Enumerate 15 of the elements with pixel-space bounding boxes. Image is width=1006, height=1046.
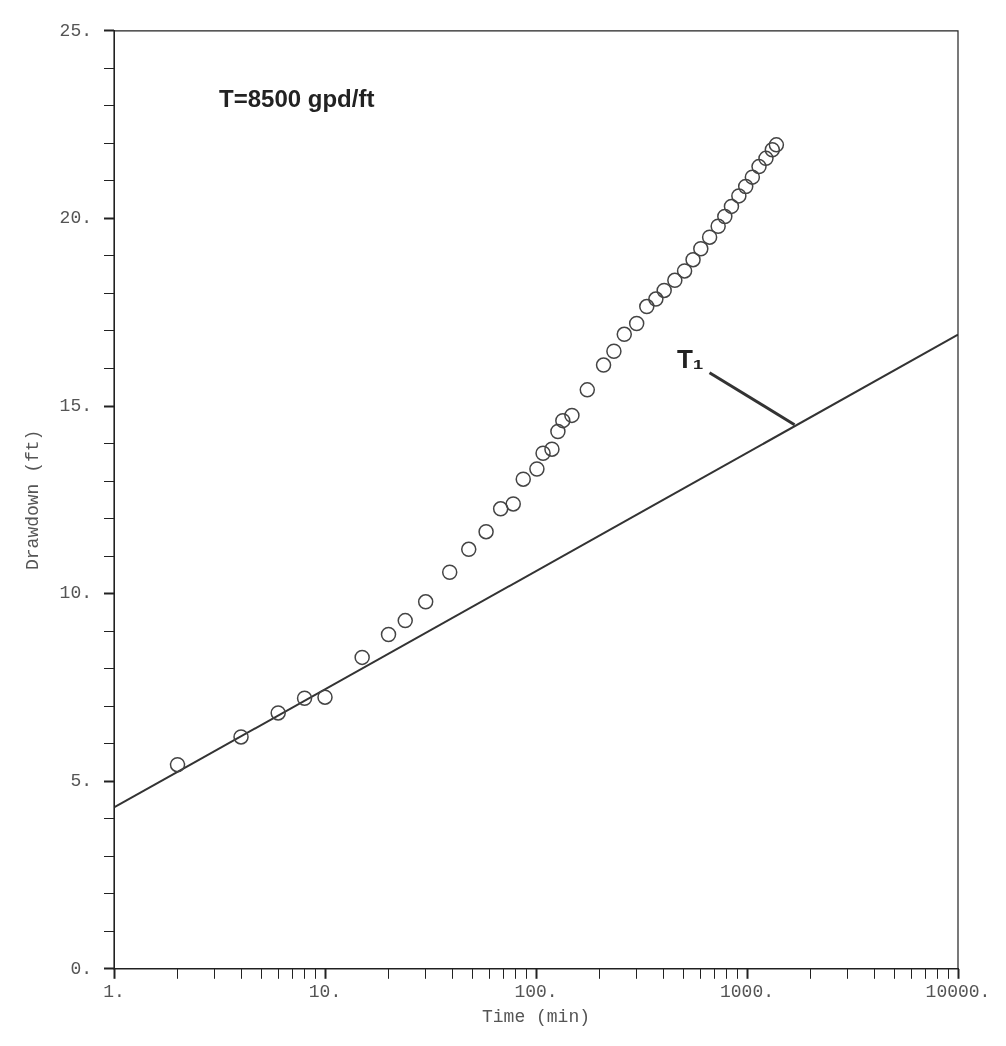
y-tick-label: 10. — [59, 583, 93, 604]
x-tick-label: 1000. — [719, 982, 775, 1003]
y-tick-label: 0. — [70, 958, 93, 979]
x-tick-label: 1. — [103, 982, 125, 1003]
y-axis-title: Drawdown (ft) — [22, 429, 43, 571]
y-tick-label: 15. — [59, 395, 93, 416]
x-tick-label: 10000. — [925, 982, 991, 1003]
y-tick-label: 5. — [70, 770, 93, 791]
x-tick-label: 100. — [514, 982, 558, 1003]
y-tick-label: 20. — [59, 208, 93, 229]
x-axis-title: Time (min) — [481, 1006, 591, 1027]
annotation: T=8500 gpd/ft — [219, 85, 375, 113]
annotation: T₁ — [676, 343, 704, 374]
y-tick-label: 25. — [59, 20, 93, 41]
x-tick-label: 10. — [308, 982, 342, 1003]
